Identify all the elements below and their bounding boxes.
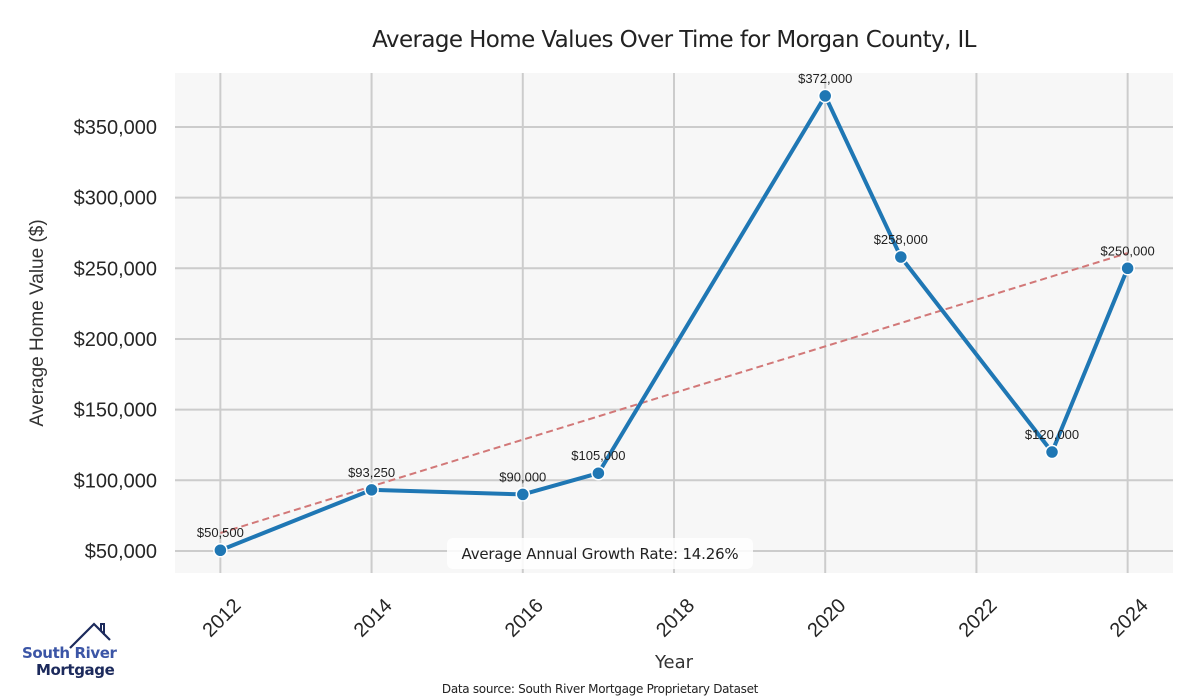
chart-title: Average Home Values Over Time for Morgan… bbox=[372, 27, 976, 53]
data-label: $120,000 bbox=[1025, 427, 1079, 442]
data-point bbox=[817, 88, 833, 104]
growth-annotation-text: Average Annual Growth Rate: 14.26% bbox=[462, 545, 739, 563]
y-tick-label: $250,000 bbox=[74, 258, 157, 280]
data-label: $93,250 bbox=[348, 465, 395, 480]
y-tick-label: $350,000 bbox=[74, 117, 157, 139]
series-group: $50,500 $93,250 $90,000 $105,000 $372,000 $25… bbox=[197, 71, 1155, 558]
data-point bbox=[1120, 261, 1135, 276]
x-tick-label: 2022 bbox=[955, 595, 1002, 642]
data-label: $50,500 bbox=[197, 525, 244, 540]
x-tick-label: 2024 bbox=[1106, 595, 1153, 642]
grid bbox=[175, 73, 1173, 573]
x-tick-label: 2012 bbox=[198, 595, 245, 642]
growth-annotation: Average Annual Growth Rate: 14.26% bbox=[447, 538, 753, 569]
data-label: $105,000 bbox=[571, 448, 625, 463]
data-point bbox=[1044, 444, 1060, 460]
y-tick-label: $150,000 bbox=[74, 400, 157, 422]
logo-line2: Mortgage bbox=[36, 661, 115, 679]
data-source-note: Data source: South River Mortgage Propri… bbox=[442, 682, 759, 696]
data-point bbox=[591, 465, 606, 481]
x-tick-label: 2018 bbox=[652, 595, 699, 642]
x-tick-label: 2020 bbox=[803, 595, 850, 642]
y-tick-label: $50,000 bbox=[85, 541, 157, 563]
x-tick-label: 2016 bbox=[501, 595, 548, 642]
x-axis-label: Year bbox=[654, 652, 694, 673]
y-tick-label: $200,000 bbox=[74, 329, 157, 351]
data-point bbox=[364, 482, 379, 498]
data-label: $258,000 bbox=[874, 232, 928, 247]
data-label: $372,000 bbox=[798, 71, 852, 86]
data-label: $90,000 bbox=[499, 469, 546, 484]
series-line bbox=[218, 93, 1130, 553]
data-point bbox=[893, 249, 909, 265]
growth-annotation-box bbox=[447, 538, 753, 569]
y-tick-label: $100,000 bbox=[74, 470, 157, 492]
x-axis-ticks: 2012 2014 2016 2018 2020 2022 2024 bbox=[198, 595, 1152, 642]
logo-line1: South River bbox=[22, 644, 118, 662]
y-axis-label: Average Home Value ($) bbox=[27, 219, 48, 426]
data-label: $250,000 bbox=[1101, 243, 1155, 258]
y-tick-label: $300,000 bbox=[74, 188, 157, 210]
x-tick-label: 2014 bbox=[350, 595, 397, 642]
data-point bbox=[213, 542, 228, 558]
logo-chimney-icon bbox=[100, 623, 105, 635]
data-point bbox=[515, 487, 531, 502]
logo: South River Mortgage bbox=[22, 622, 118, 679]
y-axis-ticks: $50,000 $100,000 $150,000 $200,000 $250,000 $… bbox=[74, 117, 157, 563]
